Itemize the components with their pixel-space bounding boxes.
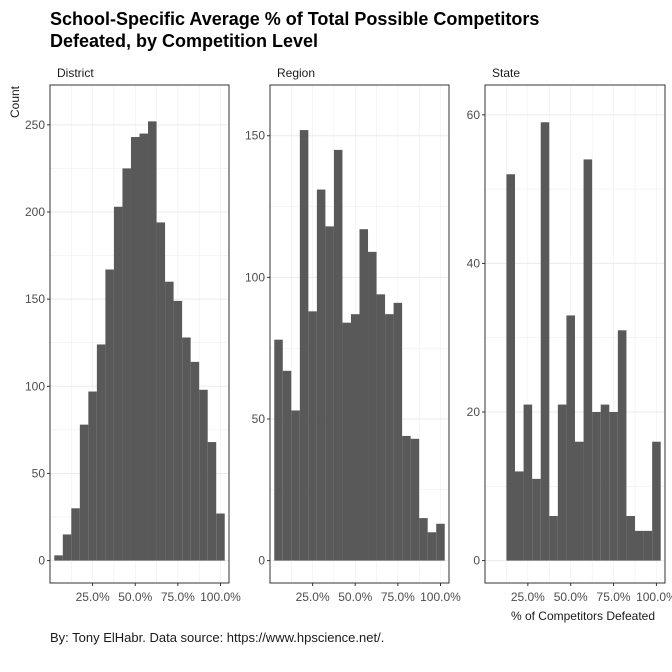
histogram-bar bbox=[427, 532, 437, 561]
y-tick-label: 40 bbox=[467, 256, 481, 270]
histogram-bar bbox=[216, 513, 225, 561]
y-tick-label: 250 bbox=[25, 118, 45, 132]
histogram-bar bbox=[199, 389, 208, 561]
histogram-bar bbox=[419, 518, 428, 561]
x-tick-label: 75.0% bbox=[161, 590, 195, 604]
histogram-bar bbox=[617, 330, 627, 561]
panel-border bbox=[269, 84, 450, 584]
histogram-bar bbox=[583, 159, 593, 561]
facet-label-district: District bbox=[57, 66, 94, 80]
histogram-bar bbox=[105, 269, 114, 561]
histogram-bar bbox=[643, 530, 653, 561]
histogram-bar bbox=[54, 555, 63, 561]
histogram-bar bbox=[342, 322, 351, 561]
x-tick-label: 25.0% bbox=[76, 590, 110, 604]
facet-label-region: Region bbox=[277, 66, 315, 80]
histogram-bar bbox=[549, 516, 558, 561]
histogram-bar bbox=[410, 438, 420, 561]
histogram-bar bbox=[190, 361, 200, 561]
y-tick-label: 0 bbox=[473, 554, 480, 568]
histogram-bar bbox=[62, 534, 72, 561]
histogram-bar bbox=[88, 391, 97, 561]
y-axis-title: Count bbox=[8, 85, 22, 118]
histogram-bar bbox=[540, 122, 550, 561]
x-tick-label: 75.0% bbox=[597, 590, 631, 604]
histogram-bar bbox=[626, 516, 635, 561]
histogram-bar bbox=[173, 300, 183, 561]
histogram-bar bbox=[592, 412, 601, 561]
histogram-bar bbox=[130, 137, 140, 561]
histogram-bar bbox=[274, 339, 283, 561]
histogram-bar bbox=[333, 149, 343, 561]
histogram-bar bbox=[359, 229, 369, 561]
x-tick-label: 75.0% bbox=[381, 590, 415, 604]
y-tick-label: 200 bbox=[25, 205, 45, 219]
chart-title-line-1: School-Specific Average % of Total Possi… bbox=[50, 9, 540, 29]
histogram-bar bbox=[113, 206, 123, 561]
y-tick-label: 50 bbox=[32, 466, 46, 480]
histogram-bar bbox=[515, 471, 524, 561]
histogram-bar bbox=[182, 337, 191, 561]
y-tick-label: 100 bbox=[245, 270, 265, 284]
histogram-bar bbox=[376, 294, 386, 561]
histogram-bar bbox=[385, 314, 394, 561]
chart-title-line-2: Defeated, by Competition Level bbox=[50, 31, 319, 51]
x-tick-label: 100.0% bbox=[636, 590, 672, 604]
x-tick-label: 100.0% bbox=[200, 590, 241, 604]
histogram-bar bbox=[165, 281, 174, 561]
histogram-bar bbox=[609, 412, 618, 561]
panel-border bbox=[484, 84, 666, 584]
histogram-bar bbox=[368, 251, 377, 561]
histogram-bar bbox=[308, 311, 317, 561]
histogram-bar bbox=[635, 530, 644, 561]
histogram-bar bbox=[96, 344, 106, 561]
x-tick-label: 50.0% bbox=[118, 590, 152, 604]
histogram-bar bbox=[566, 315, 575, 561]
histogram-bar bbox=[71, 508, 80, 561]
histogram-bar bbox=[575, 441, 584, 561]
y-tick-label: 0 bbox=[38, 554, 45, 568]
histogram-bar bbox=[600, 404, 610, 561]
histogram-bar bbox=[325, 226, 334, 561]
histogram-bar bbox=[557, 404, 567, 561]
y-tick-label: 150 bbox=[25, 292, 45, 306]
x-axis-title: % of Competitors Defeated bbox=[511, 609, 655, 623]
histogram-bar bbox=[122, 168, 131, 561]
histogram-bar bbox=[291, 410, 300, 561]
y-tick-label: 100 bbox=[25, 379, 45, 393]
x-tick-label: 50.0% bbox=[338, 590, 372, 604]
histogram-bar bbox=[139, 133, 149, 561]
histogram-bar bbox=[523, 404, 533, 561]
y-tick-label: 150 bbox=[245, 129, 265, 143]
histogram-bar bbox=[79, 424, 89, 561]
histogram-bar bbox=[207, 442, 217, 561]
histogram-bar bbox=[652, 441, 661, 561]
histogram-bar bbox=[506, 174, 515, 561]
histogram-bar bbox=[393, 302, 403, 561]
y-tick-label: 50 bbox=[252, 412, 266, 426]
histogram-bar bbox=[436, 523, 445, 561]
histogram-bar bbox=[282, 370, 292, 561]
x-tick-label: 100.0% bbox=[420, 590, 461, 604]
y-tick-label: 60 bbox=[467, 108, 481, 122]
histogram-bar bbox=[299, 130, 309, 561]
panel-border bbox=[49, 84, 230, 584]
histogram-bar bbox=[532, 478, 541, 561]
histogram-bar bbox=[350, 314, 360, 561]
chart-caption: By: Tony ElHabr. Data source: https://ww… bbox=[50, 630, 385, 645]
chart-title: School-Specific Average % of Total Possi… bbox=[50, 8, 650, 52]
histogram-bar bbox=[148, 121, 157, 561]
x-tick-label: 50.0% bbox=[554, 590, 588, 604]
y-tick-label: 20 bbox=[467, 405, 481, 419]
x-tick-label: 25.0% bbox=[511, 590, 545, 604]
facet-label-state: State bbox=[492, 66, 520, 80]
y-tick-label: 0 bbox=[258, 554, 265, 568]
x-tick-label: 25.0% bbox=[296, 590, 330, 604]
histogram-bar bbox=[316, 189, 326, 561]
histogram-bar bbox=[156, 222, 166, 561]
histogram-bar bbox=[402, 435, 411, 561]
